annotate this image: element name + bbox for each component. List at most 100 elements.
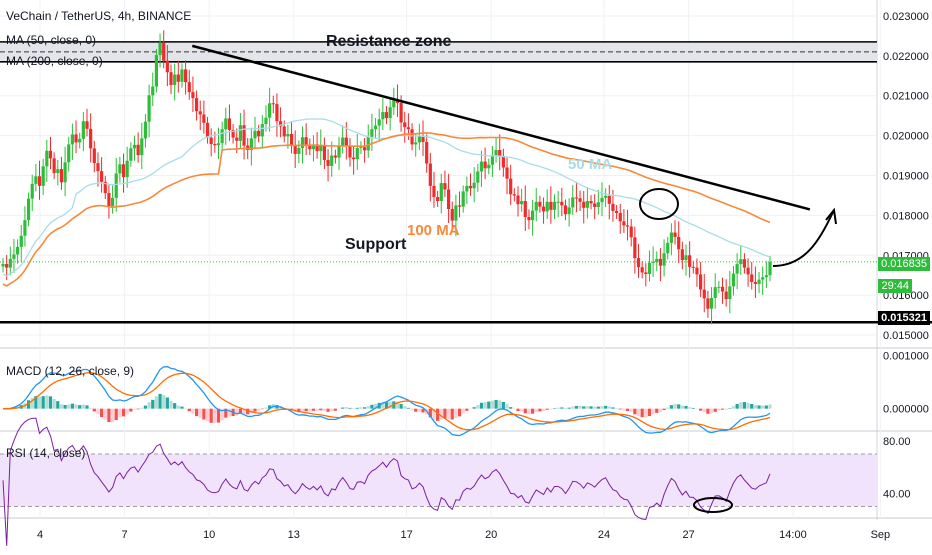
macd-histogram-bar: [436, 408, 440, 421]
candle-body: [315, 144, 319, 152]
macd-histogram-bar: [512, 408, 516, 410]
macd-histogram-bar: [187, 408, 191, 412]
candle-body: [585, 201, 589, 208]
macd-histogram-bar: [96, 408, 100, 415]
y-tick-label: 0.022000: [883, 51, 929, 63]
candle-body: [666, 242, 670, 254]
macd-histogram-bar: [37, 396, 42, 409]
macd-histogram-bar: [89, 408, 93, 409]
candle-body: [717, 286, 721, 288]
candle-body: [23, 220, 27, 236]
macd-histogram-bar: [720, 408, 725, 410]
candle-body: [680, 249, 684, 261]
candle-body: [669, 232, 673, 243]
macd-histogram-bar: [322, 408, 327, 412]
signal-line: [3, 371, 771, 431]
macd-histogram-bar: [395, 401, 400, 409]
candle-body: [304, 137, 308, 145]
macd-histogram-bar: [709, 408, 714, 414]
candle-body: [300, 137, 305, 148]
macd-histogram-bar: [129, 408, 133, 412]
candle-body: [202, 114, 206, 123]
candle-body: [556, 201, 560, 203]
y-tick-label: 0.015000: [883, 330, 929, 342]
candle-body: [352, 157, 356, 160]
candle-body: [673, 232, 677, 237]
candle-body: [184, 69, 188, 83]
candle-body: [308, 144, 312, 150]
macd-histogram-bar: [666, 407, 670, 409]
macd-histogram-bar: [268, 405, 272, 409]
candle-body: [709, 297, 714, 309]
candle-body: [63, 162, 67, 183]
macd-histogram-bar: [103, 408, 107, 420]
candle-body: [337, 145, 341, 158]
candle-body: [512, 194, 516, 196]
candle-body: [377, 119, 381, 126]
candle-body: [224, 118, 228, 130]
y-tick-label: 0.021000: [883, 91, 929, 103]
macd-histogram-bar: [768, 404, 772, 409]
candle-body: [523, 201, 527, 217]
macd-histogram-bar: [74, 404, 78, 409]
candle-body: [520, 201, 524, 205]
ma100-line: [2, 132, 771, 287]
candle-body: [8, 258, 12, 268]
macd-histogram-bar: [644, 408, 648, 418]
macd-histogram-bar: [202, 408, 206, 420]
candle-body: [41, 166, 45, 186]
resistance-zone-label: Resistance zone: [326, 33, 452, 50]
candle-body: [121, 164, 126, 178]
macd-histogram-bar: [450, 408, 454, 420]
macd-histogram-bar: [567, 407, 571, 409]
macd-histogram-bar: [684, 405, 688, 409]
candle-body: [757, 279, 761, 284]
macd-legend: MACD (12, 26, close, 9): [6, 364, 135, 378]
candle-body: [494, 149, 498, 156]
macd-histogram-bar: [655, 408, 659, 413]
candle-body: [739, 259, 743, 265]
candle-body: [311, 144, 316, 150]
macd-histogram-bar: [78, 405, 82, 409]
candle-body: [257, 130, 261, 137]
macd-histogram-bar: [165, 397, 169, 409]
candle-body: [629, 226, 633, 238]
macd-histogram-bar: [673, 403, 677, 409]
candle-body: [625, 225, 630, 227]
candle-body: [355, 147, 359, 160]
candle-body: [677, 236, 681, 250]
macd-histogram-bar: [417, 408, 421, 412]
macd-histogram-bar: [238, 408, 243, 414]
macd-histogram-bar: [227, 408, 232, 417]
macd-histogram-bar: [209, 408, 213, 423]
macd-histogram-bar: [304, 408, 308, 412]
macd-histogram-bar: [625, 408, 630, 412]
macd-histogram-bar: [92, 408, 96, 412]
candle-body: [724, 291, 728, 300]
x-tick-label: 4: [37, 529, 43, 541]
candle-body: [92, 148, 96, 164]
candle-body: [268, 103, 272, 118]
candle-body: [118, 164, 122, 174]
macd-histogram-bar: [224, 408, 228, 418]
candle-body: [151, 86, 155, 96]
candle-body: [428, 163, 432, 186]
macd-histogram-bar: [432, 408, 436, 420]
candle-body: [691, 266, 695, 268]
candle-body: [501, 156, 505, 168]
macd-histogram-bar: [147, 402, 151, 409]
candle-body: [249, 138, 253, 150]
countdown-tag: 29:44: [878, 279, 912, 293]
macd-histogram-bar: [523, 408, 527, 414]
x-tick-label: 13: [288, 529, 300, 541]
macd-histogram-bar: [257, 408, 261, 411]
candle-body: [487, 164, 491, 169]
macd-histogram-bar: [753, 405, 757, 409]
candle-body: [549, 201, 553, 210]
macd-histogram-bar: [530, 408, 535, 414]
macd-histogram-bar: [220, 408, 224, 421]
candle-body: [275, 104, 279, 122]
macd-histogram-bar: [366, 406, 370, 409]
